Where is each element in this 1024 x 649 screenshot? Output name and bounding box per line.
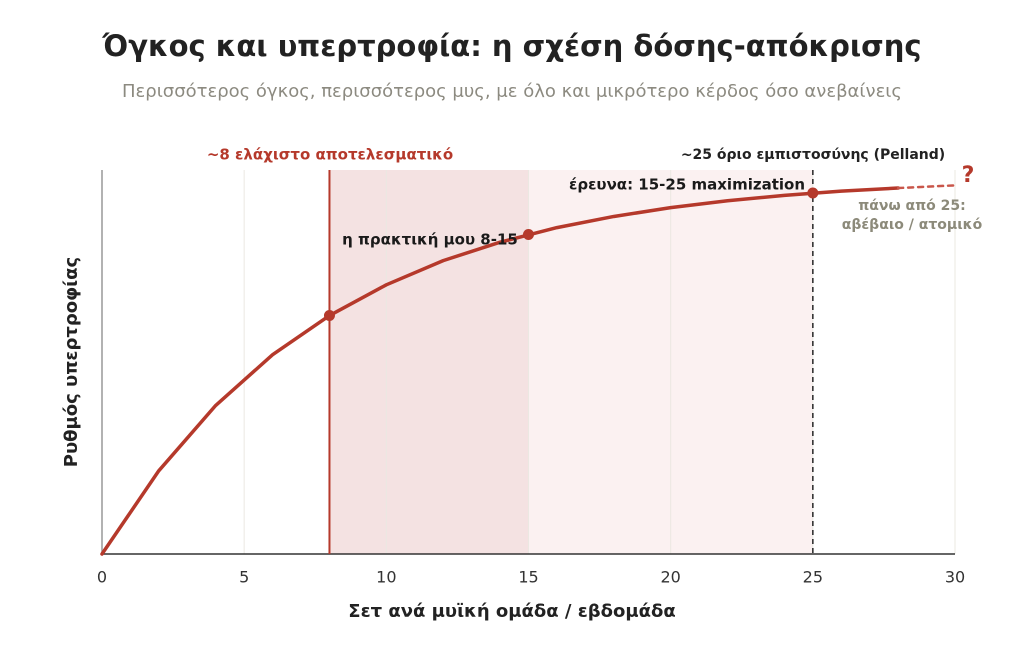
band-label: η πρακτική μου 8-15 [342,231,518,249]
chart-title: Όγκος και υπερτροφία: η σχέση δόσης-απόκ… [101,29,921,63]
x-tick-label: 15 [518,568,538,587]
data-point [523,229,534,241]
x-axis-label: Σετ ανά μυϊκή ομάδα / εβδομάδα [348,601,675,622]
data-point [807,187,819,199]
data-line [896,184,957,190]
data-point [323,310,335,322]
annotation: αβέβαιο / ατομικό [842,217,983,233]
chart-subtitle: Περισσότερος όγκος, περισσότερος μυς, με… [122,81,902,102]
reference-label: ~25 όριο εμπιστοσύνης (Pelland) [681,147,945,163]
x-tick-label: 0 [97,568,107,587]
x-tick-label: 30 [945,568,965,587]
x-tick-label: 10 [376,568,396,587]
x-tick-label: 25 [803,568,823,587]
band-label: έρευνα: 15-25 maximization [569,176,805,194]
reference-label: ~8 ελάχιστο αποτελεσματικό [207,146,453,164]
x-tick-label: 20 [660,568,680,587]
x-tick-label: 5 [239,568,249,587]
data-line [100,186,900,556]
y-axis-label: Ρυθμός υπερτροφίας [61,257,82,467]
band [329,170,529,554]
annotation: ? [962,163,975,188]
annotation: πάνω από 25: [858,198,966,214]
